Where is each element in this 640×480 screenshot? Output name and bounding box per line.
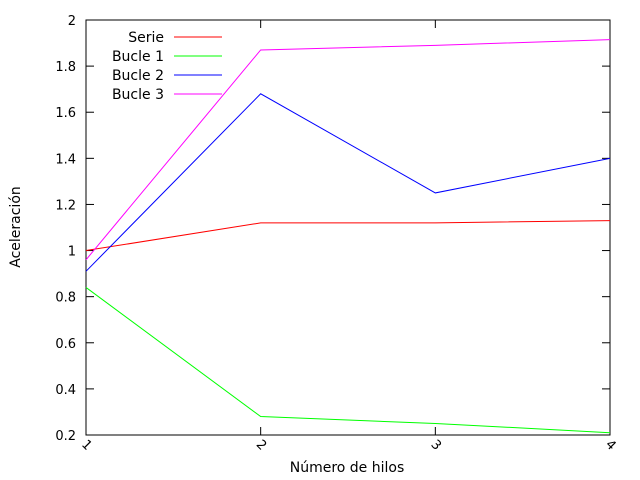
- series-lines: [85, 39, 611, 434]
- legend-label: Bucle 2: [112, 68, 164, 84]
- series-line-bucle-1: [85, 287, 611, 434]
- x-tick-label: 2: [253, 437, 269, 453]
- legend-label: Serie: [128, 30, 164, 46]
- x-axis-label: Número de hilos: [290, 460, 405, 476]
- y-tick-label: 0.2: [55, 429, 76, 444]
- x-axis-ticks: 1 2 3 4: [78, 20, 619, 454]
- y-axis-ticks: 0.2 0.4 0.6 0.8 1 1.2 1.4 1.6 1.8 2: [55, 14, 610, 444]
- y-tick-label: 1.6: [55, 106, 76, 121]
- y-tick-label: 0.8: [55, 291, 76, 306]
- legend-label: Bucle 1: [112, 49, 164, 65]
- series-line-serie: [85, 220, 611, 252]
- series-line-bucle-2: [85, 93, 611, 272]
- legend: Serie Bucle 1 Bucle 2 Bucle 3: [112, 30, 222, 103]
- series-line-bucle-3: [85, 39, 611, 261]
- y-tick-label: 2: [68, 14, 76, 29]
- y-tick-label: 0.6: [55, 337, 76, 352]
- y-tick-label: 1.2: [55, 198, 76, 213]
- x-tick-label: 1: [78, 437, 94, 453]
- legend-label: Bucle 3: [112, 87, 164, 103]
- y-tick-label: 1.8: [55, 60, 76, 75]
- y-tick-label: 0.4: [55, 383, 76, 398]
- y-tick-label: 1: [68, 245, 76, 260]
- plot-border: [85, 19, 611, 436]
- x-tick-label: 4: [602, 437, 618, 453]
- y-axis-label: Aceleración: [8, 186, 24, 268]
- x-tick-label: 3: [428, 437, 444, 453]
- y-tick-label: 1.4: [55, 152, 76, 167]
- plot-frame: [85, 19, 611, 436]
